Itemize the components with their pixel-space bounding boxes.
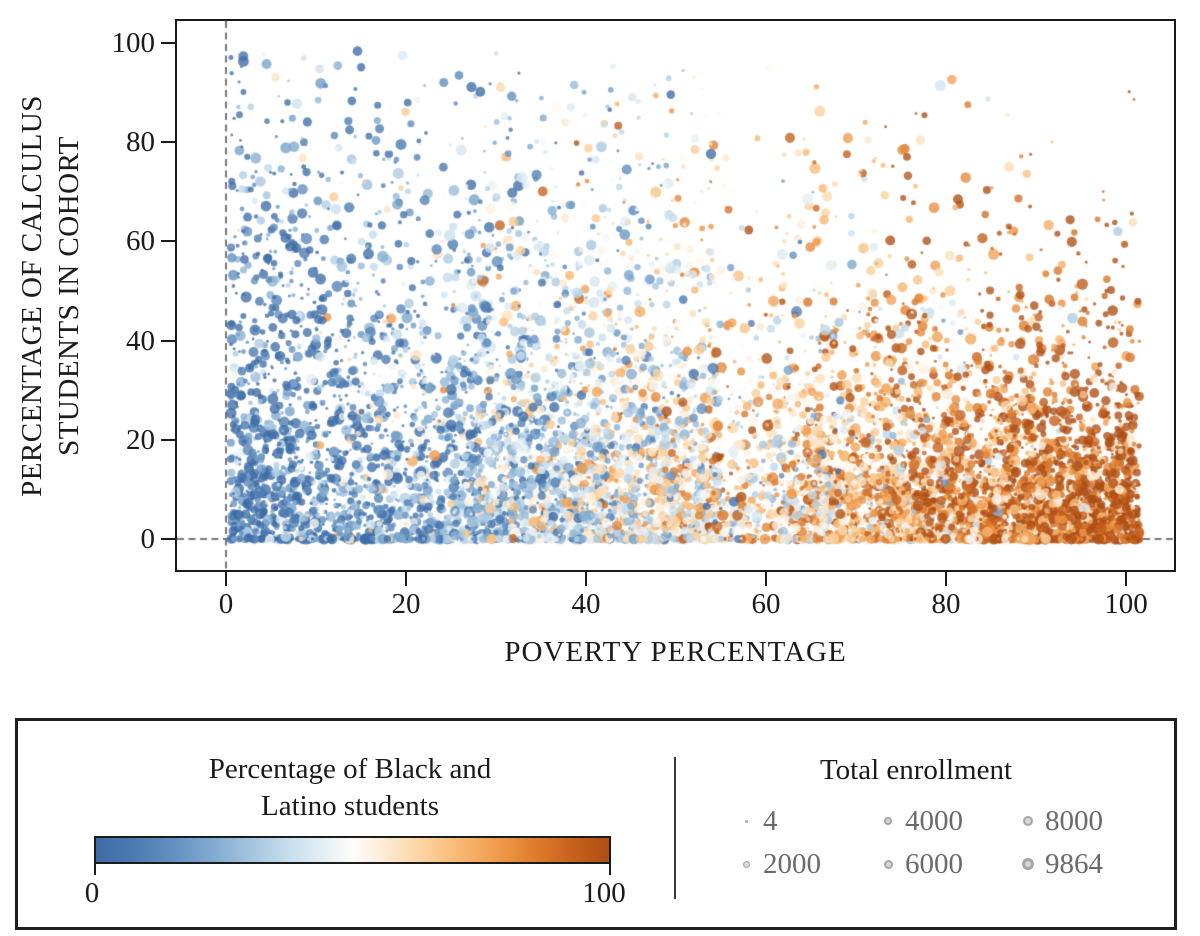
colorbar-gradient (94, 836, 611, 864)
enrollment-size-label: 6000 (905, 848, 963, 880)
x-tick-label: 0 (218, 588, 234, 620)
colorbar-tick-max (609, 862, 611, 875)
enrollment-size-item: 4000 (875, 805, 963, 837)
circle-icon (744, 819, 748, 823)
x-tick-label: 100 (1104, 588, 1148, 620)
circle-icon (1023, 816, 1033, 826)
enrollment-size-item: 8000 (1015, 805, 1103, 837)
y-tick-mark (161, 340, 176, 342)
colorbar-title-line1: Percentage of Black and (208, 753, 492, 785)
enrollment-size-item: 6000 (875, 848, 963, 880)
x-tick-mark (765, 572, 767, 586)
x-tick-mark (945, 572, 947, 586)
enrollment-size-item: 4 (733, 805, 778, 837)
circle-icon (884, 817, 892, 825)
enrollment-size-marker-icon (1015, 858, 1041, 870)
y-axis-label-line1: PERCENTAGE OF CALCULUS (16, 95, 48, 497)
scatter-points-canvas (177, 21, 1174, 570)
y-tick-mark (161, 439, 176, 441)
legend-box: Percentage of Black and Latino students … (15, 718, 1177, 930)
circle-icon (1022, 858, 1034, 870)
enrollment-size-label: 4 (763, 805, 778, 837)
x-axis-label: POVERTY PERCENTAGE (504, 636, 847, 668)
enrollment-legend-title: Total enrollment (819, 754, 1013, 786)
y-tick-label: 20 (126, 424, 155, 456)
x-tick-mark (405, 572, 407, 586)
x-tick-mark (585, 572, 587, 586)
colorbar-label-max: 100 (582, 877, 626, 909)
colorbar-label-min: 0 (84, 877, 100, 909)
y-tick-label: 100 (111, 27, 156, 59)
enrollment-size-marker-icon (875, 817, 901, 825)
x-tick-mark (225, 572, 227, 586)
enrollment-size-marker-icon (733, 860, 759, 868)
legend-divider (674, 757, 676, 899)
enrollment-size-label: 8000 (1045, 805, 1103, 837)
enrollment-size-item: 9864 (1015, 848, 1103, 880)
y-tick-mark (161, 42, 176, 44)
plot-area (175, 19, 1176, 572)
x-tick-label: 60 (751, 588, 781, 620)
x-tick-label: 40 (571, 588, 601, 620)
y-tick-label: 60 (126, 225, 155, 257)
enrollment-size-label: 9864 (1045, 848, 1103, 880)
colorbar-tick-min (94, 862, 96, 875)
enrollment-size-marker-icon (875, 859, 901, 869)
x-tick-label: 20 (391, 588, 421, 620)
enrollment-size-item: 2000 (733, 848, 821, 880)
circle-icon (742, 860, 750, 868)
y-tick-mark (161, 141, 176, 143)
enrollment-size-marker-icon (733, 819, 759, 823)
enrollment-size-marker-icon (1015, 816, 1041, 826)
y-tick-label: 80 (126, 126, 155, 158)
colorbar-title: Percentage of Black and Latino students (90, 751, 610, 825)
x-tick-mark (1125, 572, 1127, 586)
y-tick-label: 40 (126, 325, 155, 357)
y-tick-label: 0 (140, 523, 156, 555)
y-tick-mark (161, 538, 176, 540)
enrollment-size-label: 4000 (905, 805, 963, 837)
circle-icon (883, 859, 893, 869)
x-tick-label: 80 (931, 588, 961, 620)
enrollment-size-label: 2000 (763, 848, 821, 880)
y-tick-mark (161, 240, 176, 242)
colorbar-title-line2: Latino students (260, 790, 439, 822)
